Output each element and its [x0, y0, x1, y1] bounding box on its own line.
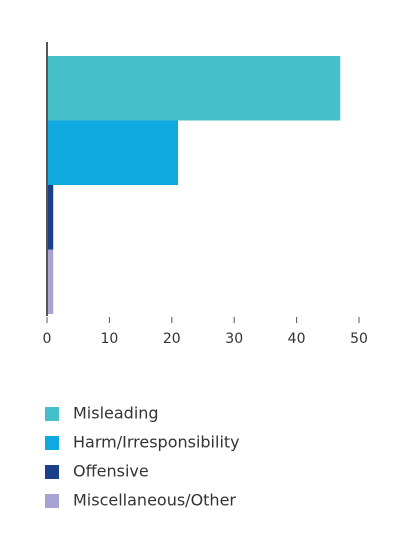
legend-swatch: [45, 436, 59, 450]
x-tick-label: 40: [288, 331, 306, 347]
bar: [47, 56, 341, 121]
legend-label: Offensive: [73, 462, 149, 481]
x-tick-label: 0: [43, 331, 52, 347]
bar: [47, 249, 54, 314]
legend-label: Misleading: [73, 404, 159, 423]
bar: [47, 120, 179, 185]
legend-swatch: [45, 465, 59, 479]
bar: [47, 185, 54, 250]
x-tick-label: 50: [350, 331, 368, 347]
x-tick-label: 10: [100, 331, 118, 347]
legend-swatch: [45, 407, 59, 421]
x-tick-label: 30: [225, 331, 243, 347]
legend-label: Miscellaneous/Other: [73, 491, 236, 510]
legend-swatch: [45, 494, 59, 508]
legend-label: Harm/Irresponsibility: [73, 433, 240, 452]
x-tick-label: 20: [163, 331, 181, 347]
